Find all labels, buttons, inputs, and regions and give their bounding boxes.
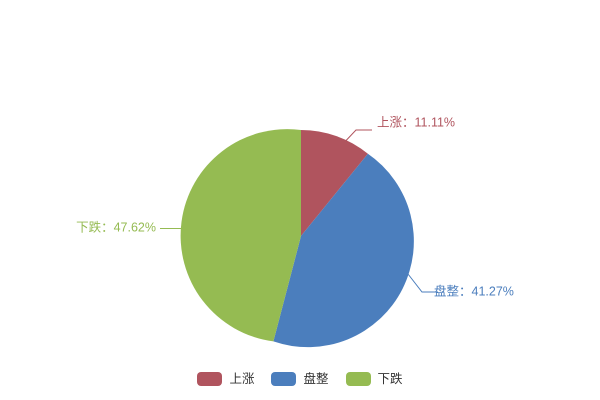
legend-item-down[interactable]: 下跌 bbox=[345, 372, 403, 386]
pie-slice-up[interactable] bbox=[301, 130, 368, 236]
pie-label-up: 上涨：11.11% bbox=[377, 114, 455, 129]
legend-item-flat[interactable]: 盘整 bbox=[271, 372, 329, 386]
pie-slice-down[interactable] bbox=[180, 129, 301, 342]
pie-slices bbox=[180, 129, 414, 348]
leader-line-up bbox=[338, 129, 372, 149]
pie-slice-flat[interactable] bbox=[273, 153, 414, 348]
legend-item-up[interactable]: 上涨 bbox=[197, 372, 254, 386]
legend-swatch-down bbox=[345, 372, 371, 386]
legend-swatch-up bbox=[197, 372, 223, 386]
pie-label-down: 下跌：47.62% bbox=[76, 219, 156, 234]
legend-label-flat: 盘整 bbox=[303, 372, 329, 386]
pie-label-flat: 盘整：41.27% bbox=[434, 283, 514, 298]
legend-swatch-flat bbox=[271, 372, 297, 386]
pie-leader-lines bbox=[160, 129, 438, 293]
legend-label-down: 下跌 bbox=[377, 372, 403, 386]
chart-legend: 上涨 盘整 下跌 bbox=[0, 368, 600, 390]
pie-labels: 上涨：11.11% 盘整：41.27% 下跌：47.62% bbox=[76, 114, 514, 298]
legend-label-up: 上涨 bbox=[229, 372, 255, 386]
leader-line-flat bbox=[404, 269, 438, 293]
